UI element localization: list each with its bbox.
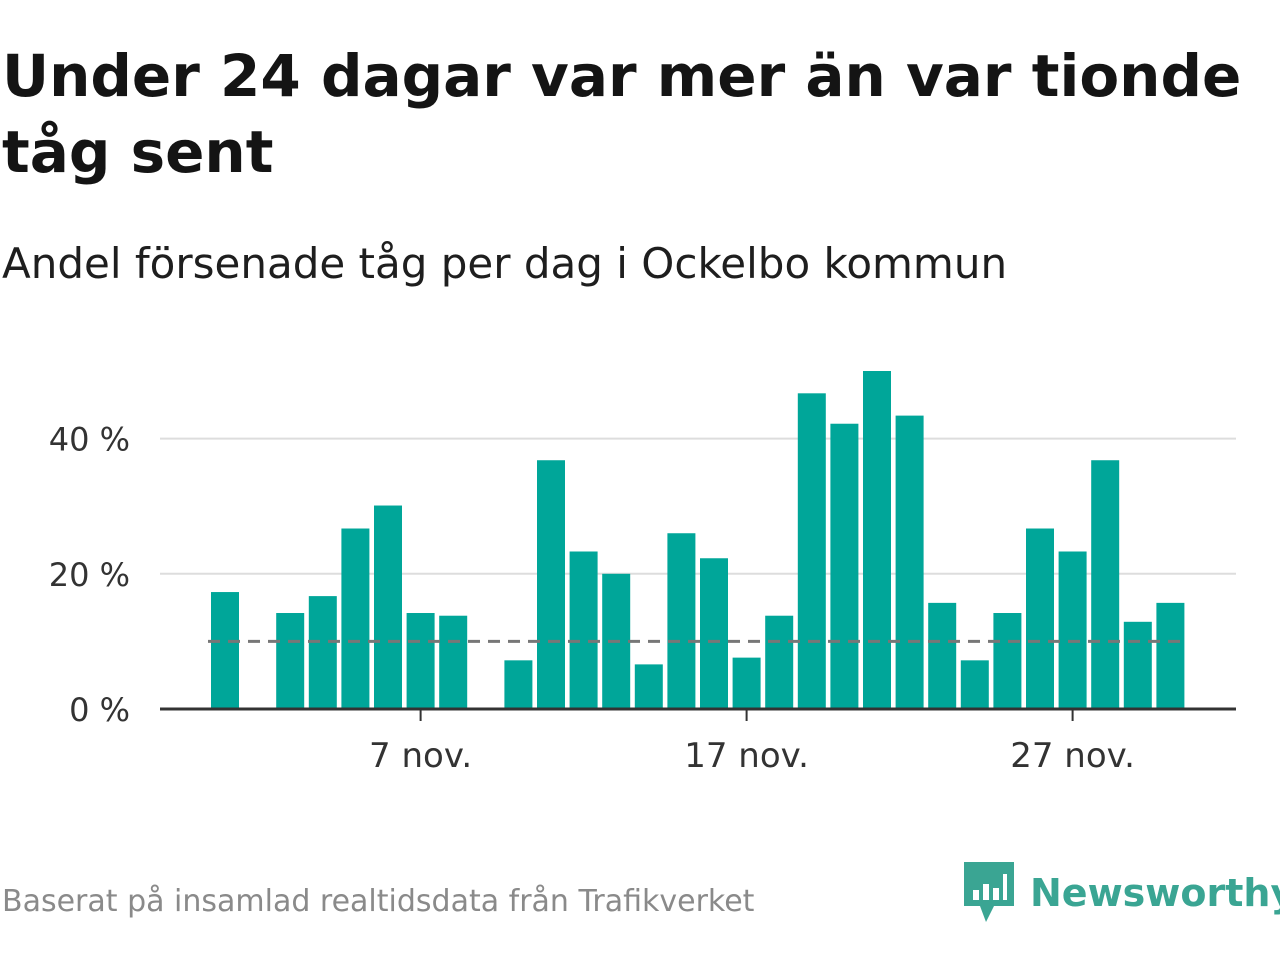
- bar: [374, 505, 402, 709]
- bar: [276, 613, 305, 709]
- bar: [308, 596, 337, 709]
- bar: [1091, 460, 1120, 709]
- bar: [797, 393, 826, 709]
- bars: [211, 371, 1185, 709]
- bar: [863, 371, 891, 709]
- y-tick-label: 0 %: [69, 691, 130, 729]
- bar: [667, 533, 696, 709]
- x-tick-label: 27 nov.: [1010, 736, 1135, 776]
- y-tick-label: 40 %: [49, 421, 130, 459]
- bar: [960, 660, 989, 709]
- bar: [830, 423, 859, 709]
- bar: [569, 551, 598, 709]
- bar: [504, 660, 533, 709]
- newsworthy-logo: Newsworthy: [964, 862, 1280, 924]
- x-tick-label: 7 nov.: [369, 736, 472, 776]
- x-tick-label: 17 nov.: [684, 736, 809, 776]
- bar: [1058, 551, 1087, 709]
- bar: [634, 664, 663, 709]
- y-tick-label: 20 %: [49, 556, 130, 594]
- bar: [439, 615, 468, 709]
- chart-title: Under 24 dagar var mer än var tionde tåg…: [2, 42, 1242, 186]
- x-axis-labels: 7 nov. 17 nov. 27 nov.: [369, 709, 1135, 776]
- bar-chart: 0 % 20 % 40 % 7 nov. 17 nov. 27 nov.: [49, 371, 1236, 776]
- bar: [765, 615, 794, 709]
- bar: [406, 613, 435, 709]
- newsworthy-logo-text: Newsworthy: [1030, 871, 1280, 915]
- bar: [993, 613, 1022, 709]
- y-axis-labels: 0 % 20 % 40 %: [49, 421, 130, 729]
- bar: [537, 460, 565, 709]
- bar: [732, 657, 761, 709]
- bar: [700, 558, 728, 709]
- bar: [1123, 621, 1152, 709]
- chart-subtitle: Andel försenade tåg per dag i Ockelbo ko…: [2, 239, 1008, 288]
- bar: [928, 602, 957, 709]
- bar: [895, 415, 924, 709]
- bar: [1156, 602, 1185, 709]
- source-note: Baserat på insamlad realtidsdata från Tr…: [2, 884, 755, 919]
- newsworthy-logo-icon: [964, 862, 1014, 922]
- bar: [211, 592, 239, 709]
- bar: [341, 528, 370, 709]
- bar: [1026, 528, 1054, 709]
- grid-lines: [160, 437, 1236, 575]
